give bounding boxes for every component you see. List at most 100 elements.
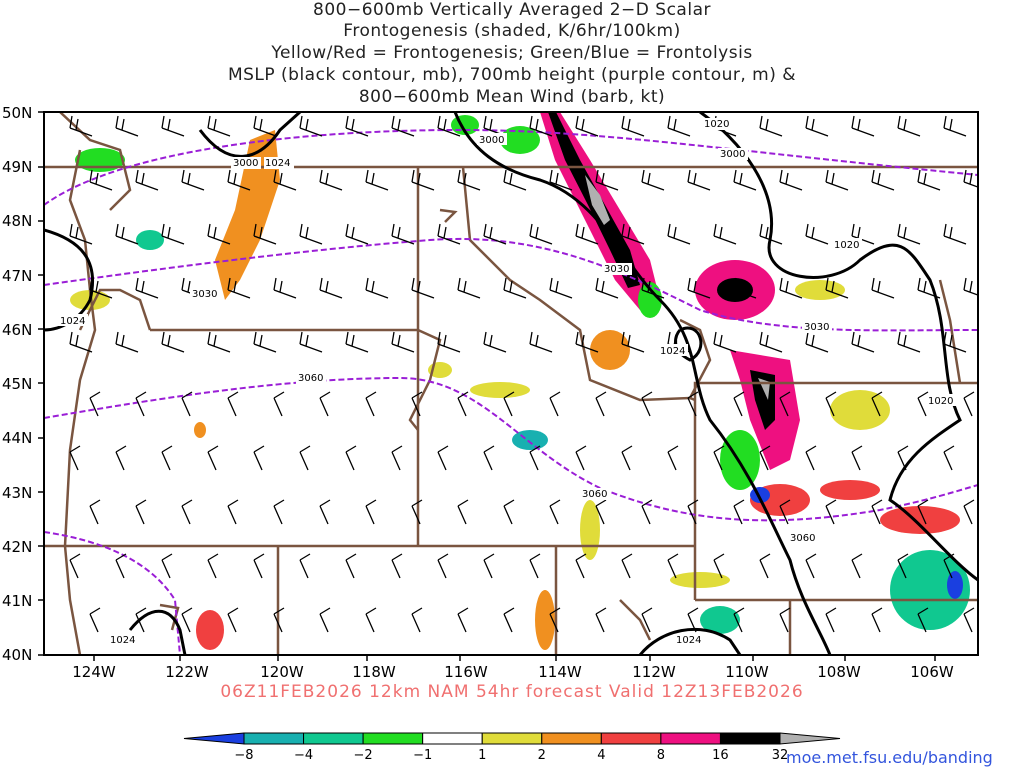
wind-barb (365, 391, 377, 417)
wind-barb (621, 115, 645, 137)
wind-barb (595, 391, 607, 417)
wind-barb (529, 115, 553, 137)
wind-barb (943, 445, 955, 471)
wind-barb (299, 445, 311, 471)
height-label: 3030 (804, 322, 829, 333)
wind-barb (733, 499, 745, 525)
wind-barb (457, 169, 481, 191)
mslp-label: 1024 (660, 346, 685, 357)
wind-barb (115, 223, 139, 245)
wind-barb (641, 499, 653, 525)
mslp-label: 1024 (265, 158, 290, 169)
colorbar-label: −2 (354, 748, 373, 763)
wind-barb (687, 607, 699, 633)
wind-barb (713, 445, 725, 471)
wind-barb (825, 277, 849, 299)
wind-barb (253, 445, 265, 471)
title-line-5: 800−600mb Mean Wind (barb, kt) (358, 87, 666, 107)
wind-barb (273, 499, 285, 525)
wind-barb (437, 223, 461, 245)
wind-barb (161, 445, 173, 471)
mslp-label: 1024 (676, 635, 701, 646)
wind-barb (641, 391, 653, 417)
wind-barb (575, 445, 587, 471)
wind-barb (161, 223, 185, 245)
lat-label: 49N (2, 158, 32, 176)
wind-barb (595, 499, 607, 525)
wind-barb (897, 445, 909, 471)
wind-barb (319, 499, 331, 525)
wind-barb (69, 223, 93, 245)
colorbar: −8 −4 −2 −1 1 2 4 8 16 32 (183, 732, 841, 763)
wind-barb (89, 607, 101, 633)
wind-barb (621, 331, 645, 353)
wind-barb (181, 169, 205, 191)
wind-barb (733, 391, 745, 417)
wind-barb (115, 553, 127, 579)
credit-link[interactable]: moe.met.fsu.edu/banding (786, 748, 993, 767)
colorbar-label: 16 (712, 748, 729, 763)
colorbar-label: 1 (478, 748, 486, 763)
title-line-4: MSLP (black contour, mb), 700mb height (… (227, 65, 797, 85)
wind-barb (299, 331, 323, 353)
colorbar-label: −8 (234, 748, 253, 763)
wind-barb (595, 277, 619, 299)
wind-barb (963, 607, 975, 633)
title-line-3: Yellow/Red = Frontogenesis; Green/Blue =… (271, 43, 753, 63)
lon-label: 106W (910, 663, 954, 681)
wind-barb (345, 115, 369, 137)
height-label: 3060 (298, 373, 323, 384)
wind-barbs (69, 115, 978, 633)
wind-barb (253, 331, 277, 353)
wind-barb (825, 391, 837, 417)
wind-barb (457, 499, 469, 525)
lon-label: 108W (817, 663, 861, 681)
mslp-label: 1020 (704, 119, 729, 130)
wind-barb (963, 499, 975, 525)
wind-barb (549, 169, 573, 191)
wind-barb (457, 277, 481, 299)
wind-barb (667, 445, 679, 471)
wind-barb (805, 331, 829, 353)
latitude-labels: 50N 49N 48N 47N 46N 45N 44N 43N 42N 41N … (2, 104, 32, 664)
wind-barb (759, 553, 771, 579)
wind-barb (621, 445, 633, 471)
lon-label: 120W (260, 663, 304, 681)
wind-barb (917, 499, 929, 525)
wind-barb (963, 277, 978, 296)
lat-label: 46N (2, 321, 32, 339)
wind-barb (411, 607, 423, 633)
wind-barb (503, 277, 527, 299)
wind-barb (851, 223, 875, 245)
wind-barb (207, 553, 219, 579)
wind-barb (391, 553, 403, 579)
contour-labels: 1024 1024 1020 1020 1020 1024 1024 1024 … (58, 118, 956, 646)
lat-label: 43N (2, 484, 32, 502)
wind-barb (181, 391, 193, 417)
height-label: 3000 (720, 149, 745, 160)
wind-barb (135, 277, 159, 299)
wind-barb (897, 223, 921, 245)
wind-barb (871, 277, 895, 299)
wind-barb (345, 445, 357, 471)
colorbar-high-arrow (779, 732, 841, 745)
wind-barb (411, 277, 435, 299)
wind-barb (641, 607, 653, 633)
wind-barb (871, 169, 895, 191)
wind-barb (943, 553, 955, 579)
wind-barb (207, 331, 231, 353)
wind-barb (529, 553, 541, 579)
lat-label: 42N (2, 538, 32, 556)
title-line-2: Frontogenesis (shaded, K/6hr/100km) (343, 21, 681, 41)
wind-barb (917, 277, 941, 299)
wind-barb (667, 115, 691, 137)
colorbar-swatch (600, 732, 662, 745)
wind-barb (549, 277, 573, 299)
lon-label: 116W (444, 663, 488, 681)
longitude-labels: 124W 122W 120W 118W 116W 114W 112W 110W … (72, 663, 954, 681)
wind-barb (687, 391, 699, 417)
colorbar-low-arrow (183, 732, 245, 745)
wind-barb (365, 499, 377, 525)
wind-barb (575, 223, 599, 245)
wind-barb (135, 607, 147, 633)
